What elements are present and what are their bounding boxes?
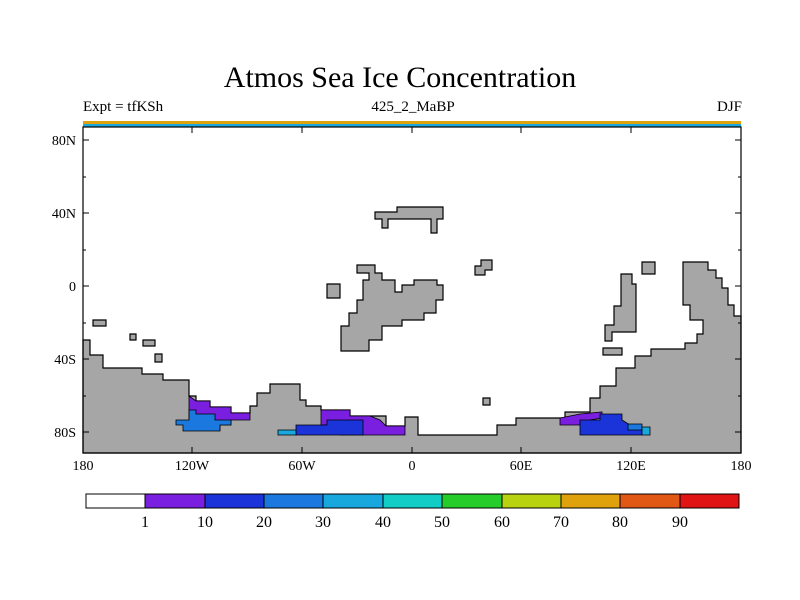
ice-west-blue — [175, 409, 232, 432]
colorbar-label-90: 90 — [672, 514, 688, 531]
colorbar-label-50: 50 — [434, 514, 450, 531]
x-label-120w: 120W — [175, 459, 210, 474]
x-label-180e: 180 — [731, 459, 752, 474]
land-island-e — [92, 319, 107, 327]
north-edge-strip-blue — [83, 124, 741, 127]
colorbar-label-80: 80 — [612, 514, 628, 531]
y-label-0: 0 — [69, 280, 76, 295]
ice-east-lightblue — [641, 426, 651, 436]
land-island-a — [326, 283, 341, 299]
y-label-80s: 80S — [54, 426, 76, 441]
x-label-0: 0 — [409, 459, 416, 474]
colorbar-label-10: 10 — [197, 514, 213, 531]
colorbar-box-3 — [263, 493, 324, 509]
land-island-i — [482, 397, 491, 406]
ice-east-darkblue — [579, 413, 643, 436]
colorbar-box-10 — [679, 493, 740, 509]
colorbar-label-1: 1 — [141, 514, 149, 531]
land-island-g — [142, 339, 156, 347]
x-label-60w: 60W — [288, 459, 316, 474]
colorbar-label-30: 30 — [315, 514, 331, 531]
colorbar — [85, 493, 740, 509]
land-greenland — [374, 206, 444, 234]
land-india — [604, 273, 637, 342]
y-label-40n: 40N — [52, 207, 76, 222]
land-africa — [340, 264, 444, 352]
land-island-c — [641, 261, 656, 275]
colorbar-label-20: 20 — [256, 514, 272, 531]
colorbar-box-6 — [441, 493, 503, 509]
run-label: 425_2_MaBP — [371, 99, 455, 115]
experiment-label: Expt = tfKSh — [83, 99, 164, 115]
land-island-f — [129, 333, 137, 341]
x-label-180w: 180 — [73, 459, 94, 474]
x-label-120e: 120E — [616, 459, 646, 474]
plot-title: Atmos Sea Ice Concentration — [223, 61, 577, 94]
ice-east-blue — [627, 423, 643, 431]
land-island-b — [474, 259, 493, 276]
ice-mid-lightblue — [277, 429, 297, 436]
colorbar-box-9 — [619, 493, 681, 509]
map-land — [82, 206, 742, 454]
x-label-60e: 60E — [510, 459, 533, 474]
north-edge-strip-orange — [83, 121, 741, 124]
colorbar-label-70: 70 — [553, 514, 569, 531]
colorbar-box-7 — [501, 493, 562, 509]
colorbar-box-1 — [144, 493, 206, 509]
colorbar-box-8 — [560, 493, 621, 509]
colorbar-box-2 — [204, 493, 265, 509]
ice-east-purple — [559, 411, 603, 426]
axis-ticks — [83, 127, 741, 453]
season-label: DJF — [716, 99, 742, 115]
colorbar-box-4 — [322, 493, 384, 509]
y-label-80n: 80N — [52, 134, 76, 149]
land-island-d — [602, 347, 623, 356]
sea-ice — [175, 395, 651, 436]
colorbar-box-0 — [85, 493, 146, 509]
colorbar-label-40: 40 — [375, 514, 391, 531]
land-island-h — [154, 353, 163, 363]
y-label-40s: 40S — [54, 353, 76, 368]
colorbar-box-5 — [382, 493, 443, 509]
colorbar-label-60: 60 — [494, 514, 510, 531]
